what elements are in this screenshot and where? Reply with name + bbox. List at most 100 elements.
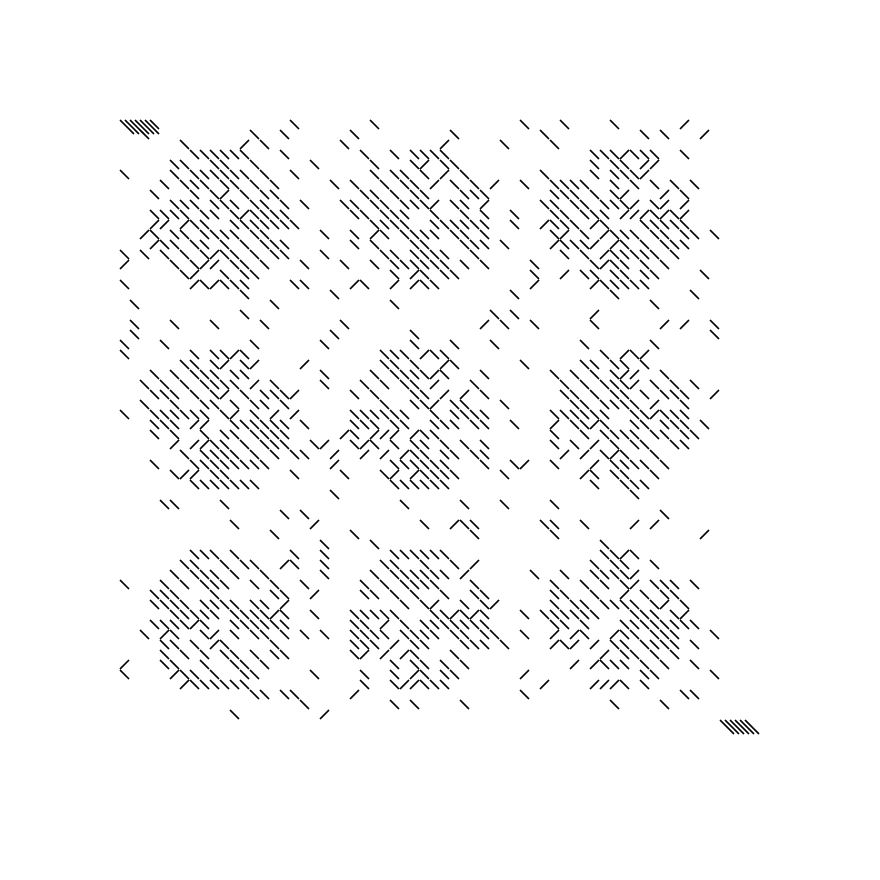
diagonal-dash <box>679 409 690 420</box>
diagonal-dash <box>119 249 130 260</box>
diagonal-dash <box>399 349 410 360</box>
diagonal-dash <box>399 209 410 220</box>
diagonal-dash <box>409 699 420 710</box>
diagonal-dash <box>539 679 550 690</box>
diagonal-dash <box>609 639 620 650</box>
diagonal-dash <box>699 529 710 540</box>
diagonal-dash <box>569 369 580 380</box>
diagonal-dash <box>379 449 390 460</box>
diagonal-dash <box>459 439 470 450</box>
diagonal-dash <box>559 379 570 390</box>
diagonal-dash <box>209 479 220 490</box>
diagonal-dash <box>259 139 270 150</box>
diagonal-dash <box>379 649 390 660</box>
diagonal-dash <box>259 419 270 430</box>
diagonal-dash <box>349 439 360 450</box>
diagonal-dash <box>709 389 720 400</box>
diagonal-dash <box>299 279 310 290</box>
diagonal-dash <box>639 389 650 400</box>
diagonal-dash <box>429 479 440 490</box>
diagonal-dash <box>269 529 280 540</box>
diagonal-dash <box>449 419 460 430</box>
diagonal-dash <box>249 219 260 230</box>
diagonal-dash <box>439 619 450 630</box>
diagonal-dash <box>679 429 690 440</box>
diagonal-dash <box>679 219 690 230</box>
diagonal-dash <box>609 459 620 470</box>
diagonal-dash <box>219 639 230 650</box>
diagonal-dash <box>289 119 300 130</box>
diagonal-dash <box>399 619 410 630</box>
diagonal-dash <box>579 579 590 590</box>
diagonal-dash <box>149 589 160 600</box>
diagonal-dash <box>629 349 640 360</box>
diagonal-dash <box>169 569 180 580</box>
diagonal-dash <box>589 169 600 180</box>
diagonal-dash <box>499 239 510 250</box>
diagonal-dash <box>379 219 390 230</box>
diagonal-dash <box>679 199 690 210</box>
diagonal-dash <box>259 399 270 410</box>
diagonal-dash <box>179 579 190 590</box>
diagonal-dash <box>589 609 600 620</box>
diagonal-dash <box>189 269 200 280</box>
diagonal-dash <box>319 249 330 260</box>
diagonal-dash <box>599 429 610 440</box>
diagonal-dash <box>639 459 650 470</box>
diagonal-dash <box>169 629 180 640</box>
diagonal-dash <box>249 199 260 210</box>
diagonal-dash <box>609 159 620 170</box>
diagonal-dash <box>419 349 430 360</box>
diagonal-dash <box>409 239 420 250</box>
diagonal-dash <box>279 199 290 210</box>
diagonal-dash <box>649 209 660 220</box>
diagonal-dash <box>189 419 200 430</box>
diagonal-dash <box>589 159 600 170</box>
diagonal-dash <box>359 189 370 200</box>
diagonal-dash <box>449 179 460 190</box>
diagonal-dash <box>459 239 470 250</box>
diagonal-dash <box>199 259 210 270</box>
diagonal-dash <box>419 369 430 380</box>
diagonal-dash <box>469 419 480 430</box>
diagonal-dash <box>399 229 410 240</box>
diagonal-dash <box>579 619 590 630</box>
diagonal-dash <box>209 209 220 220</box>
diagonal-dash <box>259 219 270 230</box>
diagonal-dash <box>549 579 560 590</box>
diagonal-dash <box>499 399 510 410</box>
diagonal-dash <box>149 389 160 400</box>
diagonal-dash <box>639 669 650 680</box>
diagonal-dash <box>389 279 400 290</box>
diagonal-dash <box>659 239 670 250</box>
diagonal-dash <box>459 499 470 510</box>
diagonal-dash <box>629 489 640 500</box>
diagonal-dash <box>199 659 210 670</box>
diagonal-dash <box>419 159 430 170</box>
diagonal-dash <box>419 449 430 460</box>
diagonal-dash <box>229 169 240 180</box>
diagonal-dash <box>189 349 200 360</box>
diagonal-dash <box>449 229 460 240</box>
diagonal-dash <box>419 279 430 290</box>
diagonal-dash <box>469 519 480 530</box>
diagonal-dash <box>449 519 460 530</box>
corner-dash <box>734 719 750 735</box>
diagonal-dash <box>439 669 450 680</box>
diagonal-dash <box>609 599 620 610</box>
diagonal-dash <box>559 119 570 130</box>
diagonal-dash <box>429 579 440 590</box>
diagonal-dash <box>619 559 630 570</box>
diagonal-dash <box>199 479 210 490</box>
diagonal-dash <box>269 409 280 420</box>
diagonal-dash <box>659 579 670 590</box>
diagonal-dash <box>429 419 440 430</box>
diagonal-dash <box>159 179 170 190</box>
diagonal-dash <box>269 219 280 230</box>
diagonal-dash <box>449 619 460 630</box>
diagonal-dash <box>399 569 410 580</box>
diagonal-dash <box>639 439 650 450</box>
diagonal-dash <box>179 269 190 280</box>
diagonal-dash <box>569 599 580 610</box>
diagonal-dash <box>199 219 210 230</box>
